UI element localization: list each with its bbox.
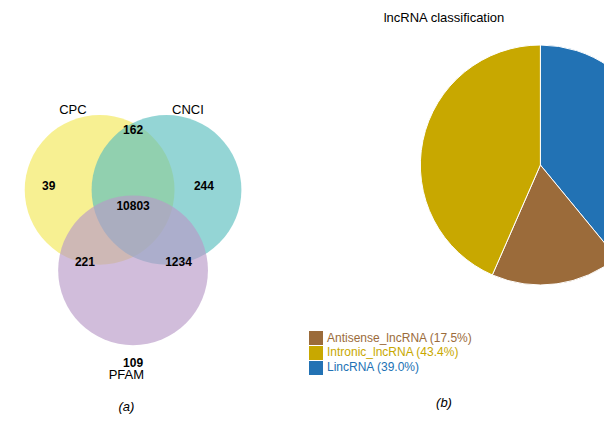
svg-text:CNCI: CNCI (172, 102, 204, 117)
svg-text:109: 109 (123, 356, 143, 370)
html-text:Intronic_lncRNA (43.4%): Intronic_lncRNA (43.4%) (327, 345, 459, 360)
svg-text:10803: 10803 (116, 199, 150, 213)
html-text:lncRNA classification: lncRNA classification (383, 10, 505, 25)
svg-text:162: 162 (123, 123, 143, 137)
svg-text:(a): (a) (118, 399, 134, 414)
svg-text:39: 39 (42, 179, 56, 193)
html-text:LincRNA (39.0%): LincRNA (39.0%) (327, 360, 419, 375)
svg-text:244: 244 (194, 179, 214, 193)
html-text:Antisense_lncRNA (17.5%): Antisense_lncRNA (17.5%) (327, 330, 472, 345)
svg-text:221: 221 (75, 255, 95, 269)
svg-text:1234: 1234 (165, 255, 192, 269)
html-text:(b): (b) (436, 395, 452, 410)
svg-text:PFAM: PFAM (108, 367, 145, 383)
svg-text:CPC: CPC (59, 102, 86, 117)
